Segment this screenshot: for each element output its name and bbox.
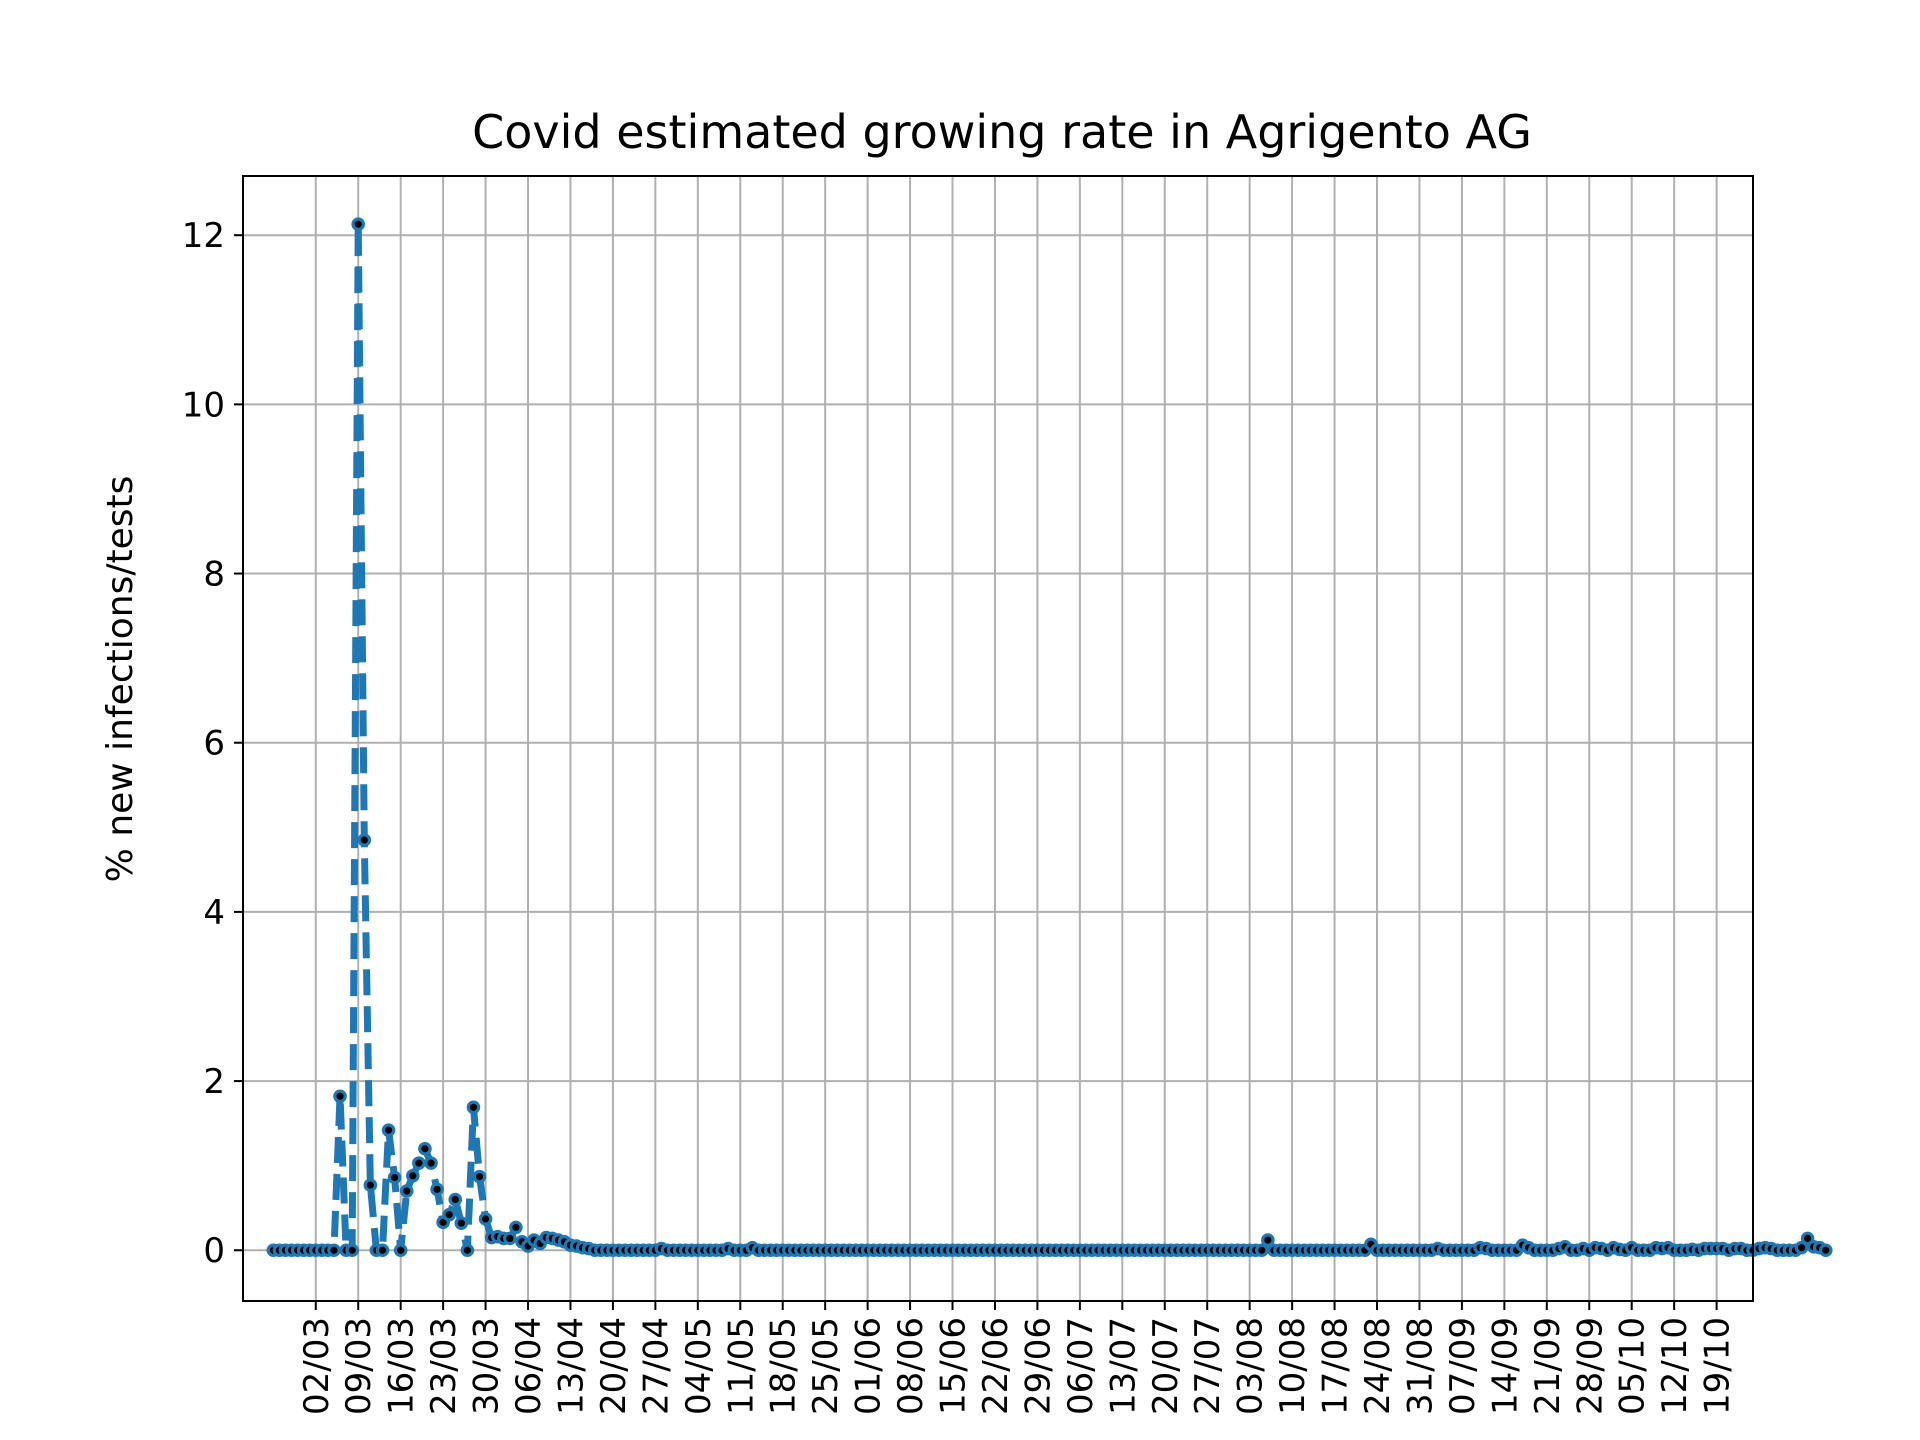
x-tick-label: 13/07 <box>1103 1317 1143 1415</box>
y-tick-label: 6 <box>203 724 225 764</box>
data-point <box>375 1243 390 1258</box>
y-tick-label: 10 <box>182 385 225 425</box>
data-point <box>460 1243 475 1258</box>
x-tick-label: 17/08 <box>1316 1317 1356 1415</box>
x-tick-label: 01/06 <box>849 1317 889 1415</box>
plot-frame <box>242 175 1754 1302</box>
x-tick-label: 07/09 <box>1443 1317 1483 1415</box>
x-tick-label: 29/06 <box>1018 1317 1058 1415</box>
x-tick-label: 24/08 <box>1358 1317 1398 1415</box>
x-tick-label: 23/03 <box>424 1317 464 1415</box>
data-point <box>357 833 372 847</box>
x-tick-label: 20/04 <box>594 1317 634 1415</box>
x-tick-label: 27/04 <box>636 1317 676 1415</box>
x-tick-label: 16/03 <box>382 1317 422 1415</box>
data-point <box>363 1178 378 1192</box>
x-tick-label: 03/08 <box>1231 1317 1271 1415</box>
x-tick-label: 22/06 <box>976 1317 1016 1415</box>
x-tick-label: 21/09 <box>1528 1317 1568 1415</box>
data-point <box>503 1231 517 1246</box>
data-point <box>442 1207 456 1222</box>
grid-lines <box>243 176 1753 1301</box>
data-point <box>472 1169 487 1184</box>
data-point <box>351 217 366 232</box>
data-point <box>478 1212 493 1226</box>
x-tick-label: 13/04 <box>551 1317 591 1415</box>
y-tick-label: 12 <box>182 216 225 256</box>
data-point <box>327 1243 341 1258</box>
data-point <box>466 1100 481 1115</box>
data-point <box>448 1192 463 1207</box>
y-tick-label: 2 <box>203 1062 225 1102</box>
x-tick-label: 06/04 <box>509 1317 549 1415</box>
data-point <box>1261 1233 1275 1247</box>
y-tick-label: 4 <box>203 893 225 933</box>
data-point <box>393 1243 408 1258</box>
x-tick-label: 05/10 <box>1613 1317 1653 1415</box>
x-tick-label: 12/10 <box>1655 1317 1695 1415</box>
data-point <box>345 1243 359 1258</box>
data-point <box>424 1156 438 1170</box>
chart-title: Covid estimated growing rate in Agrigent… <box>472 105 1532 159</box>
x-tick-label: 09/03 <box>339 1317 379 1415</box>
data-point <box>405 1169 420 1183</box>
data-point <box>430 1182 444 1197</box>
x-tick-label: 10/08 <box>1273 1317 1313 1415</box>
x-tick-label: 15/06 <box>934 1317 974 1415</box>
data-point <box>333 1089 347 1104</box>
x-tick-label: 28/09 <box>1570 1317 1610 1415</box>
series-line <box>266 217 1833 1258</box>
x-tick-label: 25/05 <box>806 1317 846 1415</box>
x-tick-label: 11/05 <box>721 1317 761 1415</box>
x-tick-label: 14/09 <box>1485 1317 1525 1415</box>
x-tick-label: 20/07 <box>1146 1317 1186 1415</box>
data-point <box>1818 1243 1833 1258</box>
data-point <box>1255 1243 1269 1258</box>
data-point <box>387 1170 402 1185</box>
data-point <box>418 1141 432 1156</box>
series-path <box>273 220 1828 1254</box>
x-tick-label: 08/06 <box>891 1317 931 1415</box>
data-point <box>454 1216 469 1230</box>
x-tick-label: 30/03 <box>467 1317 507 1415</box>
data-point <box>381 1123 396 1137</box>
data-point <box>412 1156 426 1170</box>
data-point <box>399 1184 414 1198</box>
x-tick-label: 02/03 <box>297 1317 337 1415</box>
data-point <box>1794 1240 1809 1255</box>
x-tick-label: 27/07 <box>1188 1317 1228 1415</box>
y-tick-label: 8 <box>203 555 225 595</box>
data-point <box>509 1220 523 1235</box>
x-tick-label: 19/10 <box>1698 1317 1738 1415</box>
x-tick-label: 18/05 <box>764 1317 804 1415</box>
x-tick-label: 04/05 <box>679 1317 719 1415</box>
y-tick-label: 0 <box>203 1231 225 1271</box>
x-tick-label: 06/07 <box>1061 1317 1101 1415</box>
y-axis-label: % new infections/tests <box>100 476 141 883</box>
x-tick-label: 31/08 <box>1400 1317 1440 1415</box>
